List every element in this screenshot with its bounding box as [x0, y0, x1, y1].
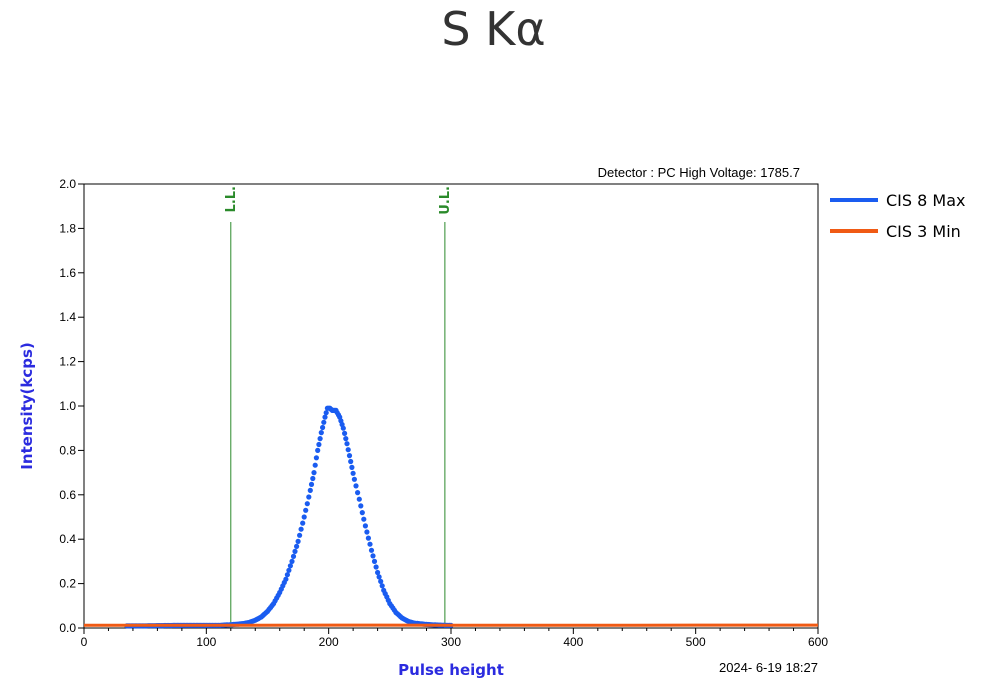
data-point — [283, 576, 289, 582]
x-tick-label: 500 — [686, 635, 706, 649]
data-point — [311, 470, 317, 476]
data-point — [304, 501, 310, 507]
plot-border — [83, 183, 819, 629]
data-point — [351, 476, 357, 482]
data-point — [370, 553, 376, 559]
data-point — [355, 490, 361, 496]
data-point — [356, 496, 362, 502]
data-point — [303, 507, 309, 513]
data-point — [350, 470, 356, 476]
data-point — [300, 520, 306, 526]
data-point — [318, 430, 324, 436]
data-point — [292, 548, 298, 555]
legend-item: CIS 8 Max — [830, 191, 965, 210]
data-point — [308, 481, 315, 487]
y-tick-label: 0.8 — [59, 443, 76, 457]
x-tick-label: 600 — [808, 635, 828, 649]
data-point — [362, 523, 368, 529]
data-point — [289, 558, 295, 565]
x-tick-label: 0 — [81, 635, 88, 649]
data-point — [344, 441, 350, 447]
data-point — [376, 574, 382, 580]
data-point — [364, 529, 370, 535]
data-point — [297, 532, 303, 538]
data-point — [284, 572, 290, 578]
data-point — [343, 436, 349, 442]
x-tick-label: 400 — [563, 635, 583, 649]
data-point — [310, 475, 316, 482]
data-point — [368, 547, 375, 553]
data-point — [365, 535, 371, 541]
data-point — [295, 538, 301, 545]
y-tick-label: 1.0 — [59, 399, 76, 413]
y-tick-label: 1.2 — [59, 355, 76, 369]
x-tick-label: 100 — [196, 635, 216, 649]
data-point — [316, 441, 322, 448]
detector-note: Detector : PC High Voltage: 1785.7 — [598, 165, 800, 180]
y-tick-label: 0.6 — [59, 488, 76, 502]
data-point — [345, 447, 351, 453]
data-point — [306, 494, 312, 500]
legend-label: CIS 8 Max — [886, 191, 965, 210]
data-point — [346, 453, 353, 459]
data-point — [367, 541, 373, 547]
data-point — [340, 425, 346, 431]
y-tick-label: 1.6 — [59, 266, 76, 280]
data-point — [358, 503, 364, 509]
marker-label: L.L. — [224, 186, 239, 212]
y-tick-label: 2.0 — [59, 177, 76, 191]
series-layer — [84, 405, 818, 629]
y-tick-label: 1.8 — [59, 221, 76, 235]
x-tick-label: 200 — [319, 635, 339, 649]
x-tick-label: 300 — [441, 635, 461, 649]
data-point — [373, 564, 379, 570]
limit-markers: L.L. U.L. — [224, 186, 453, 628]
data-point — [342, 430, 348, 436]
data-point — [359, 509, 365, 516]
data-point — [315, 447, 321, 453]
y-tick-label: 0.0 — [59, 621, 76, 635]
y-tick-label: 0.2 — [59, 577, 76, 591]
timestamp: 2024- 6-19 18:27 — [719, 660, 818, 675]
data-point — [375, 569, 381, 576]
data-point — [298, 526, 304, 532]
data-point — [290, 553, 297, 560]
data-point — [286, 567, 292, 573]
legend-label: CIS 3 Min — [886, 222, 961, 241]
axis-ticks: 0 100 200 300 400 500 600 0.0 0.2 0.4 0.6 0.8 1.0 1.2… — [59, 177, 828, 649]
data-point — [378, 578, 384, 585]
y-axis-label: Intensity(kcps) — [18, 342, 36, 470]
data-point — [320, 424, 326, 431]
y-tick-label: 1.4 — [59, 310, 76, 324]
data-point — [353, 483, 359, 489]
legend-item: CIS 3 Min — [830, 222, 961, 241]
data-point — [312, 462, 318, 468]
marker-label: U.L. — [438, 186, 453, 215]
data-point — [361, 516, 367, 522]
legend: CIS 8 Max CIS 3 Min — [830, 191, 965, 241]
data-point — [317, 436, 323, 442]
series-1 — [124, 405, 454, 629]
x-axis-label: Pulse height — [398, 661, 504, 679]
data-point — [313, 455, 319, 461]
data-point — [348, 458, 354, 465]
chart-title: S Kα — [441, 2, 546, 56]
data-point — [322, 414, 328, 420]
data-point — [294, 543, 300, 550]
data-point — [307, 487, 313, 493]
data-point — [321, 419, 327, 425]
data-point — [323, 410, 329, 416]
data-point — [301, 514, 307, 520]
plot-area — [83, 183, 819, 629]
data-point — [379, 583, 385, 589]
data-point — [371, 558, 378, 565]
data-point — [287, 563, 293, 569]
y-tick-label: 0.4 — [59, 532, 76, 546]
data-point — [349, 464, 355, 470]
